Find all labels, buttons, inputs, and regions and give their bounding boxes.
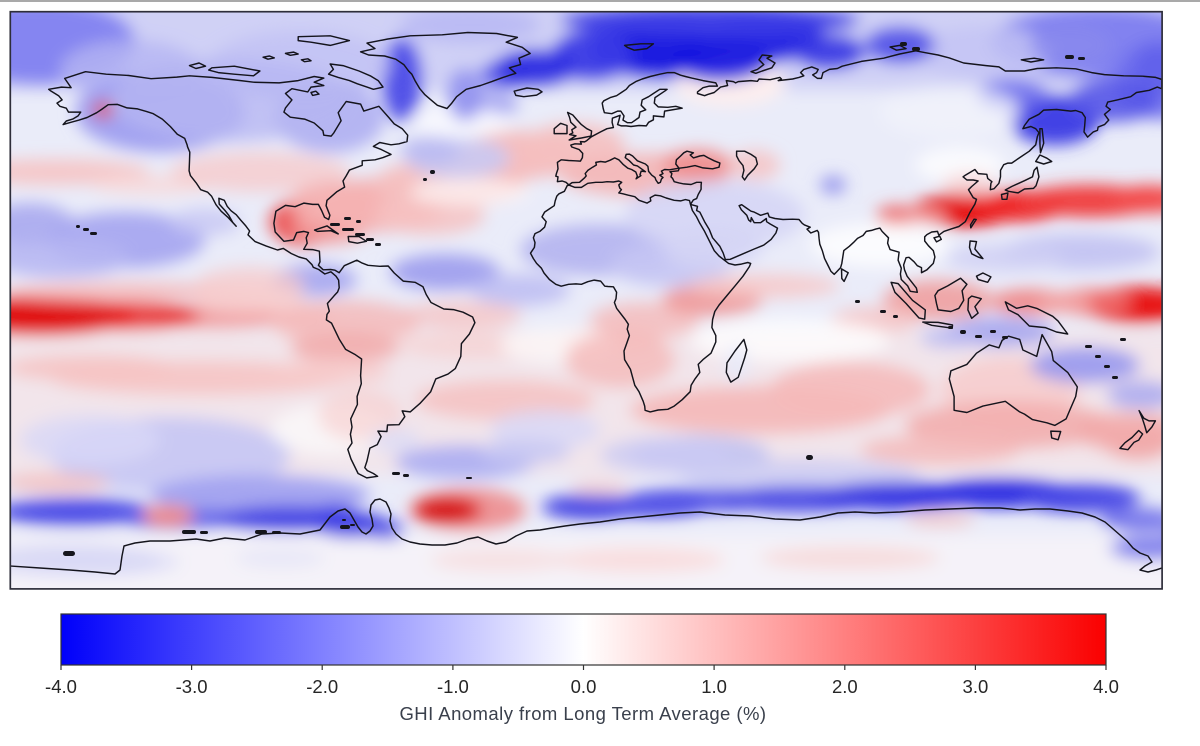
svg-text:2.0: 2.0 bbox=[832, 676, 858, 697]
svg-text:-2.0: -2.0 bbox=[306, 676, 338, 697]
svg-text:-4.0: -4.0 bbox=[45, 676, 77, 697]
svg-text:-1.0: -1.0 bbox=[437, 676, 469, 697]
svg-text:1.0: 1.0 bbox=[701, 676, 727, 697]
svg-text:0.0: 0.0 bbox=[571, 676, 597, 697]
svg-text:4.0: 4.0 bbox=[1093, 676, 1119, 697]
svg-text:GHI Anomaly from Long Term Ave: GHI Anomaly from Long Term Average (%) bbox=[399, 703, 766, 724]
svg-text:3.0: 3.0 bbox=[963, 676, 989, 697]
svg-text:-3.0: -3.0 bbox=[176, 676, 208, 697]
